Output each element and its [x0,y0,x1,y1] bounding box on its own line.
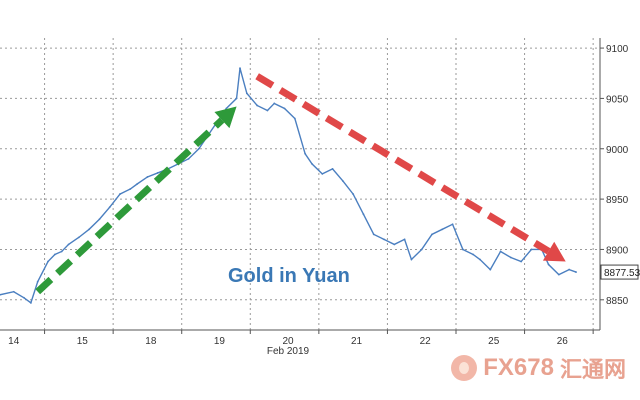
data-point [547,263,550,266]
data-point [403,238,406,241]
data-point [352,193,355,195]
watermark: FX678 汇通网 [451,352,626,384]
x-tick-label: 18 [145,336,157,347]
watermark-cn: 汇通网 [559,357,626,382]
data-point [239,67,241,70]
data-point [530,248,533,251]
trend-arrow-shaft [35,117,225,295]
y-tick-label: 9000 [606,145,629,156]
data-point [293,117,296,120]
x-tick-label: 19 [214,336,226,347]
trend-arrows [35,73,566,295]
x-tick-label: 21 [351,336,363,347]
series-line [0,68,577,304]
data-point [362,213,365,216]
chart-title: Gold in Yuan [228,265,350,287]
y-tick-label: 8950 [606,195,629,206]
data-point [98,218,101,221]
data-point [108,206,111,209]
last-price-label: 8877.53 [604,268,640,279]
data-point [0,293,1,296]
data-point [283,107,286,110]
data-point [23,296,25,299]
x-tick-label: 15 [77,336,89,347]
data-point [146,176,149,178]
data-point [431,233,433,236]
data-point [520,260,523,263]
trend-arrow-shaft [255,73,551,255]
data-point [575,271,577,273]
data-point [187,157,190,160]
x-tick-label: 20 [282,336,294,347]
data-point [341,180,344,182]
data-point [321,173,324,175]
data-point [60,250,63,253]
data-point [77,236,80,239]
data-point [67,243,70,246]
data-point [197,147,200,150]
data-point [29,301,32,304]
y-axis: 8850 8900 8950 9000 9050 9100 [600,44,629,307]
y-tick-label: 8850 [606,296,629,307]
trend-arrow-head [542,241,566,262]
fx678-logo-icon [451,355,478,381]
data-point [499,250,502,253]
data-point [156,172,159,174]
x-tick-label: 14 [8,336,20,347]
data-point [36,280,39,283]
data-point [245,92,248,95]
x-axis-sublabel: Feb 2019 [267,346,310,357]
data-point [266,109,269,112]
data-point [441,228,444,231]
data-point [256,104,259,107]
data-point [331,167,334,170]
data-point [47,260,49,263]
data-point [410,258,413,261]
data-point [225,107,228,110]
data-point [311,162,313,165]
y-tick-label: 8900 [606,245,629,256]
x-tick-label: 22 [420,336,432,347]
chart-series [0,67,577,304]
data-point [451,223,454,226]
x-tick-label: 26 [557,336,569,347]
data-point [489,268,492,271]
data-point [273,102,276,105]
x-axis: 14 15 18 19 20 21 22 25 26 [8,330,594,347]
data-point [12,290,15,293]
data-point [472,253,475,256]
data-point [383,238,385,241]
data-point [88,228,91,231]
data-point [119,193,121,195]
y-tick-label: 9050 [606,94,629,105]
data-point [53,253,56,256]
data-point [479,258,481,261]
data-point [509,256,512,259]
trend-arrow-head [214,106,237,129]
data-point [420,248,423,251]
data-point [557,273,560,276]
data-point [393,243,396,246]
data-point [235,97,238,100]
last-price-tag: 8877.53 [600,264,640,280]
y-tick-label: 9100 [606,44,629,55]
x-tick-label: 25 [488,336,500,347]
watermark-brand: FX678 [483,354,554,381]
data-point [136,183,139,185]
data-point [129,188,132,190]
data-point [372,233,375,236]
data-point [304,152,307,155]
data-point [461,248,464,251]
data-point [568,268,571,271]
chart-grid [0,38,601,331]
